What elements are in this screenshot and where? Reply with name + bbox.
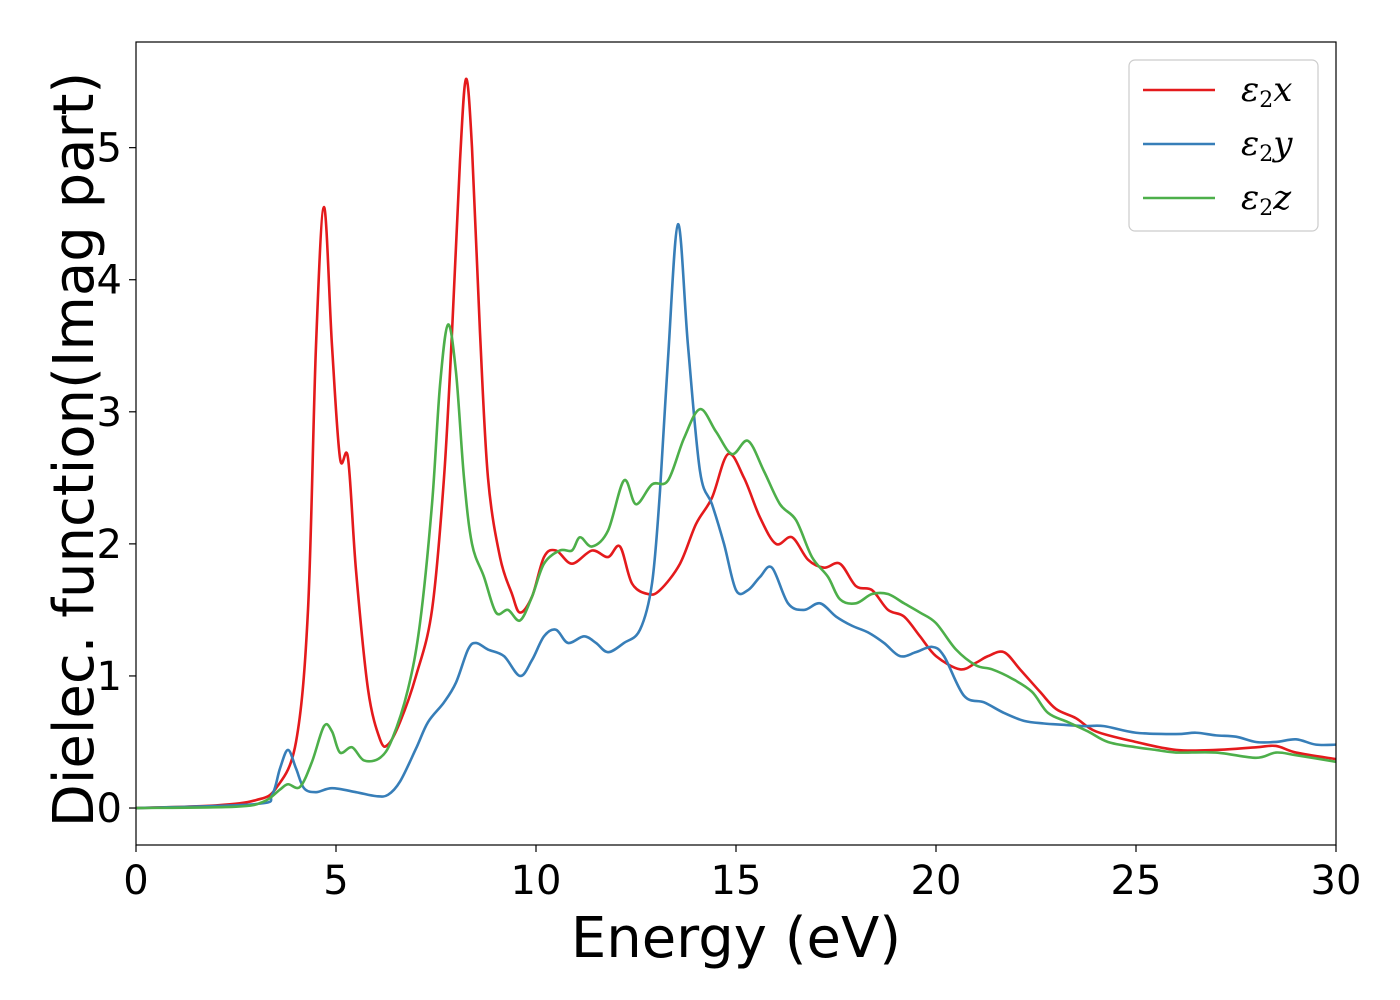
legend-label: ε2y (1241, 124, 1293, 167)
series-lines (136, 77, 1336, 810)
series-line-x (136, 77, 1336, 810)
x-axis-ticks: 0 5 10 15 20 25 30 (123, 845, 1361, 904)
series-line-y (136, 222, 1336, 810)
legend: ε2x ε2y ε2z (1128, 59, 1319, 232)
legend-item-x: ε2x (1143, 70, 1292, 113)
x-tick-label: 10 (511, 858, 562, 904)
legend-box (1128, 59, 1319, 232)
y-tick-label: 0 (97, 786, 122, 832)
y-tick-label: 4 (97, 258, 122, 304)
legend-label: ε2z (1241, 178, 1292, 221)
x-tick-label: 15 (711, 858, 762, 904)
x-tick-label: 30 (1311, 858, 1362, 904)
x-tick-label: 0 (123, 858, 148, 904)
x-tick-label: 20 (911, 858, 962, 904)
legend-label: ε2x (1241, 70, 1292, 113)
y-tick-label: 5 (97, 126, 122, 172)
x-tick-label: 5 (323, 858, 348, 904)
x-axis-label: Energy (eV) (571, 906, 901, 971)
y-tick-label: 2 (97, 522, 122, 568)
legend-item-y: ε2y (1143, 124, 1293, 167)
y-tick-label: 1 (97, 654, 122, 700)
series-line-z (136, 323, 1336, 810)
x-tick-label: 25 (1111, 858, 1162, 904)
y-axis-label: Dielec. function(Imag part) (42, 72, 107, 828)
y-tick-label: 3 (97, 390, 122, 436)
legend-item-z: ε2z (1143, 178, 1292, 221)
y-axis-ticks: 0 1 2 3 4 5 (97, 126, 136, 832)
